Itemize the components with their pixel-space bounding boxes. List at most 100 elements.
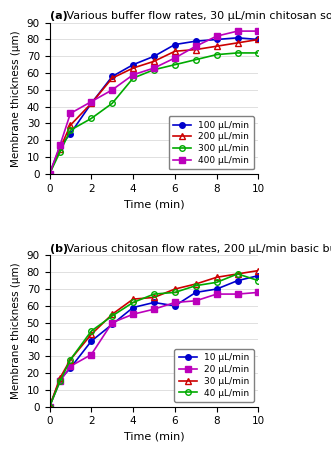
10 μL/min xyxy=(215,286,219,292)
10 μL/min xyxy=(58,377,62,382)
10 μL/min xyxy=(173,303,177,308)
Text: Various chitosan flow rates, 200 μL/min basic buffer: Various chitosan flow rates, 200 μL/min … xyxy=(63,244,331,254)
20 μL/min xyxy=(110,320,114,325)
100 μL/min xyxy=(215,37,219,42)
300 μL/min xyxy=(48,171,52,177)
400 μL/min xyxy=(152,65,156,71)
300 μL/min xyxy=(215,52,219,58)
100 μL/min xyxy=(89,101,93,106)
40 μL/min xyxy=(173,289,177,295)
10 μL/min xyxy=(194,289,198,295)
30 μL/min xyxy=(58,376,62,381)
20 μL/min xyxy=(89,352,93,357)
40 μL/min xyxy=(48,404,52,410)
Line: 200 μL/min: 200 μL/min xyxy=(47,37,261,177)
Y-axis label: Membrane thickness (μm): Membrane thickness (μm) xyxy=(11,263,21,400)
20 μL/min xyxy=(131,312,135,317)
300 μL/min xyxy=(89,116,93,121)
30 μL/min xyxy=(194,281,198,287)
200 μL/min xyxy=(152,58,156,64)
20 μL/min xyxy=(58,379,62,384)
400 μL/min xyxy=(48,171,52,177)
100 μL/min xyxy=(257,37,260,42)
Text: (b): (b) xyxy=(50,244,68,254)
400 μL/min xyxy=(58,143,62,148)
200 μL/min xyxy=(257,37,260,42)
40 μL/min xyxy=(110,313,114,318)
300 μL/min xyxy=(152,67,156,72)
30 μL/min xyxy=(110,312,114,317)
40 μL/min xyxy=(257,278,260,284)
Line: 20 μL/min: 20 μL/min xyxy=(47,289,261,410)
30 μL/min xyxy=(48,404,52,410)
20 μL/min xyxy=(173,300,177,305)
300 μL/min xyxy=(173,62,177,67)
100 μL/min xyxy=(69,131,72,136)
10 μL/min xyxy=(110,322,114,327)
30 μL/min xyxy=(257,268,260,273)
200 μL/min xyxy=(69,122,72,128)
200 μL/min xyxy=(173,48,177,54)
Line: 300 μL/min: 300 μL/min xyxy=(47,50,261,177)
400 μL/min xyxy=(131,72,135,77)
40 μL/min xyxy=(194,283,198,289)
400 μL/min xyxy=(69,111,72,116)
100 μL/min xyxy=(58,144,62,149)
20 μL/min xyxy=(48,404,52,410)
400 μL/min xyxy=(236,29,240,34)
300 μL/min xyxy=(69,127,72,133)
100 μL/min xyxy=(236,35,240,40)
300 μL/min xyxy=(110,101,114,106)
X-axis label: Time (min): Time (min) xyxy=(124,432,184,442)
400 μL/min xyxy=(194,43,198,49)
100 μL/min xyxy=(131,62,135,67)
300 μL/min xyxy=(131,75,135,81)
100 μL/min xyxy=(48,171,52,177)
200 μL/min xyxy=(131,65,135,71)
300 μL/min xyxy=(194,57,198,63)
40 μL/min xyxy=(236,271,240,277)
40 μL/min xyxy=(152,291,156,297)
10 μL/min xyxy=(236,278,240,284)
200 μL/min xyxy=(110,75,114,81)
20 μL/min xyxy=(215,291,219,297)
300 μL/min xyxy=(236,50,240,56)
10 μL/min xyxy=(257,273,260,278)
10 μL/min xyxy=(48,404,52,410)
300 μL/min xyxy=(257,50,260,56)
200 μL/min xyxy=(236,40,240,46)
Legend: 100 μL/min, 200 μL/min, 300 μL/min, 400 μL/min: 100 μL/min, 200 μL/min, 300 μL/min, 400 … xyxy=(169,116,254,169)
20 μL/min xyxy=(194,298,198,304)
30 μL/min xyxy=(236,271,240,277)
10 μL/min xyxy=(69,365,72,371)
40 μL/min xyxy=(215,280,219,285)
100 μL/min xyxy=(152,53,156,59)
30 μL/min xyxy=(173,286,177,292)
30 μL/min xyxy=(131,296,135,302)
40 μL/min xyxy=(89,328,93,334)
20 μL/min xyxy=(69,364,72,369)
Line: 30 μL/min: 30 μL/min xyxy=(47,268,261,410)
40 μL/min xyxy=(69,357,72,362)
Y-axis label: Membrane thickness (μm): Membrane thickness (μm) xyxy=(11,30,21,167)
20 μL/min xyxy=(236,291,240,297)
200 μL/min xyxy=(48,171,52,177)
400 μL/min xyxy=(257,29,260,34)
Legend: 10 μL/min, 20 μL/min, 30 μL/min, 40 μL/min: 10 μL/min, 20 μL/min, 30 μL/min, 40 μL/m… xyxy=(174,349,254,402)
30 μL/min xyxy=(152,295,156,300)
30 μL/min xyxy=(89,332,93,337)
10 μL/min xyxy=(89,338,93,344)
400 μL/min xyxy=(215,34,219,39)
400 μL/min xyxy=(110,87,114,92)
10 μL/min xyxy=(131,305,135,310)
20 μL/min xyxy=(152,307,156,312)
400 μL/min xyxy=(173,55,177,61)
Text: (a): (a) xyxy=(50,11,67,21)
200 μL/min xyxy=(89,101,93,106)
200 μL/min xyxy=(215,43,219,49)
Text: Various buffer flow rates, 30 μL/min chitosan solution: Various buffer flow rates, 30 μL/min chi… xyxy=(63,11,331,21)
X-axis label: Time (min): Time (min) xyxy=(124,199,184,209)
10 μL/min xyxy=(152,300,156,305)
200 μL/min xyxy=(58,146,62,151)
30 μL/min xyxy=(69,357,72,362)
